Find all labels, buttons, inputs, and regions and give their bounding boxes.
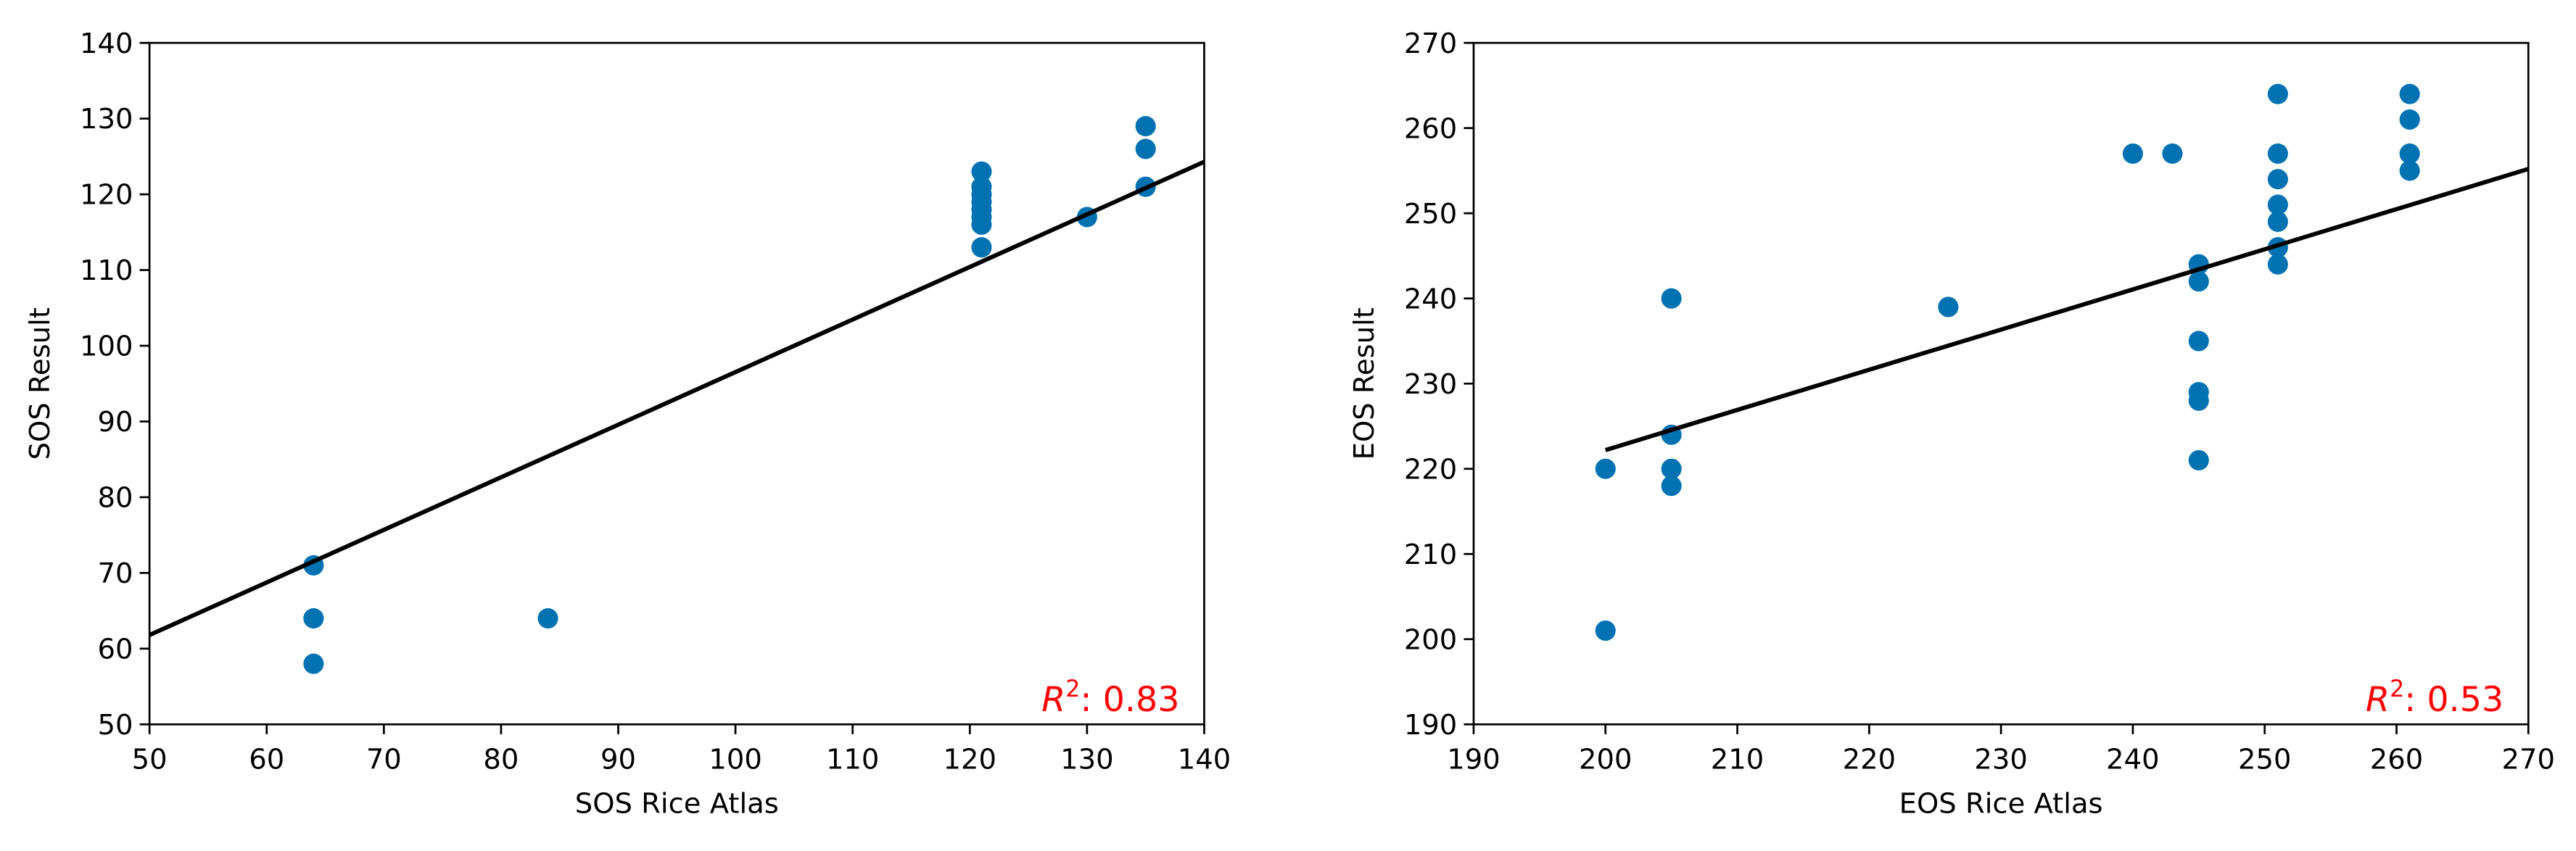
point — [1661, 476, 1682, 497]
point — [2267, 169, 2288, 190]
point — [2162, 143, 2183, 164]
y-tick-label: 80 — [97, 482, 133, 515]
point — [1938, 296, 1959, 317]
point — [2399, 143, 2420, 164]
annotation: R2: 0.83 — [1041, 676, 1179, 720]
y-tick-label: 220 — [1404, 453, 1458, 486]
point — [1595, 620, 1616, 642]
y-tick-label: 190 — [1404, 709, 1458, 742]
y-tick-label: 60 — [97, 633, 133, 665]
y-tick-label: 140 — [80, 28, 133, 60]
x-tick-label: 200 — [1579, 743, 1632, 776]
x-tick-label: 190 — [1447, 743, 1500, 776]
point — [537, 608, 558, 629]
point — [1135, 116, 1156, 137]
point — [971, 161, 992, 182]
x-tick-label: 120 — [944, 743, 997, 776]
y-axis-label: EOS Result — [1348, 307, 1381, 460]
x-tick-label: 110 — [826, 743, 880, 776]
y-tick-label: 120 — [80, 179, 133, 212]
x-tick-label: 50 — [132, 743, 168, 776]
y-tick-label: 260 — [1404, 112, 1458, 145]
x-tick-label: 70 — [366, 743, 402, 776]
x-tick-label: 140 — [1178, 743, 1231, 776]
y-tick-label: 100 — [80, 331, 133, 363]
point — [1661, 288, 1682, 309]
y-tick-label: 90 — [97, 406, 133, 439]
y-tick-label: 210 — [1404, 539, 1458, 571]
point — [2188, 390, 2209, 411]
y-axis-label: SOS Result — [24, 307, 57, 460]
annotation-symbol: R — [1041, 680, 1065, 720]
y-tick-label: 270 — [1404, 28, 1458, 60]
x-axis-label: EOS Rice Atlas — [1899, 788, 2103, 821]
x-tick-label: 210 — [1711, 743, 1764, 776]
point — [2122, 143, 2143, 164]
x-tick-label: 250 — [2238, 743, 2292, 776]
point — [2399, 83, 2420, 104]
point — [2267, 83, 2288, 104]
y-tick-label: 200 — [1404, 623, 1458, 656]
y-tick-label: 230 — [1404, 368, 1458, 401]
point — [1595, 458, 1616, 479]
x-tick-label: 220 — [1843, 743, 1896, 776]
y-tick-label: 50 — [97, 709, 133, 742]
x-tick-label: 130 — [1060, 743, 1114, 776]
point — [1661, 458, 1682, 479]
point — [971, 237, 992, 258]
y-tick-label: 130 — [80, 103, 133, 136]
y-tick-label: 250 — [1404, 198, 1458, 231]
y-tick-label: 240 — [1404, 283, 1458, 315]
point — [2188, 331, 2209, 352]
point — [2188, 271, 2209, 292]
fit-line — [1604, 167, 2530, 452]
annotation-symbol: R — [2366, 680, 2390, 720]
x-tick-label: 60 — [249, 743, 284, 776]
point — [971, 214, 992, 235]
x-tick-label: 260 — [2370, 743, 2424, 776]
annotation-exponent: 2 — [1065, 676, 1080, 702]
x-tick-label: 90 — [600, 743, 636, 776]
x-tick-label: 100 — [709, 743, 762, 776]
point — [303, 653, 324, 674]
x-tick-label: 240 — [2106, 743, 2160, 776]
axes-frame — [148, 41, 1205, 726]
annotation: R2: 0.53 — [2366, 676, 2503, 720]
x-axis-label: SOS Rice Atlas — [575, 788, 779, 821]
point — [2267, 143, 2288, 164]
x-tick-label: 80 — [483, 743, 519, 776]
point — [303, 608, 324, 629]
axes-frame — [1472, 41, 2530, 726]
point — [2399, 109, 2420, 130]
x-tick-label: 230 — [1974, 743, 2028, 776]
point — [2188, 449, 2209, 471]
point — [1135, 138, 1156, 159]
annotation-value: : 0.83 — [1080, 680, 1179, 720]
annotation-value: : 0.53 — [2404, 680, 2503, 720]
annotation-exponent: 2 — [2390, 676, 2404, 702]
fit-line — [148, 159, 1205, 637]
x-tick-label: 270 — [2502, 743, 2555, 776]
point — [2267, 194, 2288, 215]
point — [2267, 211, 2288, 233]
y-tick-label: 110 — [80, 254, 133, 287]
y-tick-label: 70 — [97, 557, 133, 590]
point — [2399, 160, 2420, 181]
point — [2267, 254, 2288, 275]
